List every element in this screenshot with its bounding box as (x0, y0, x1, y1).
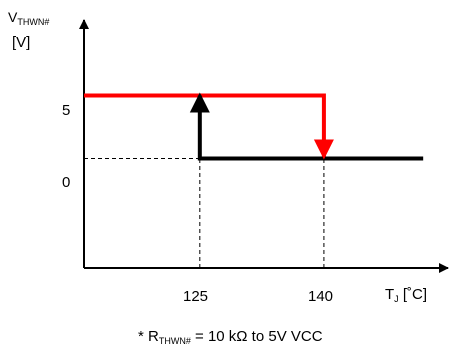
y-tick-label: 0 (62, 174, 70, 191)
y-axis-unit: [V] (12, 34, 30, 51)
y-axis-title-main: V (8, 9, 18, 25)
x-tick-label: 125 (183, 288, 208, 305)
series-lines (84, 93, 424, 161)
x-tick-label: 140 (308, 288, 333, 305)
arrow-head-down (313, 139, 334, 160)
x-axis-title-sub: J (394, 294, 399, 304)
y-axis-title-sub: THWN# (17, 17, 49, 27)
y-axis-title: VTHWN# (8, 9, 49, 27)
arrow-head-up (189, 92, 210, 113)
footnote-r: R (148, 328, 159, 345)
series-line-0 (84, 93, 326, 159)
series-arrows (189, 92, 334, 160)
guide-lines (84, 157, 325, 268)
footnote-sub: THWN# (159, 336, 191, 346)
y-tick-label: 5 (62, 102, 70, 119)
footnote: * RTHWN# = 10 kΩ to 5V VCC (138, 328, 323, 346)
series-line-1 (197, 95, 424, 161)
x-axis-title-main: T (385, 286, 394, 303)
x-axis-title: TJ [˚C] (385, 286, 427, 304)
footnote-star: * (138, 328, 144, 345)
footnote-text: = 10 kΩ to 5V VCC (191, 328, 323, 345)
x-axis-title-unit: [˚C] (403, 286, 427, 303)
